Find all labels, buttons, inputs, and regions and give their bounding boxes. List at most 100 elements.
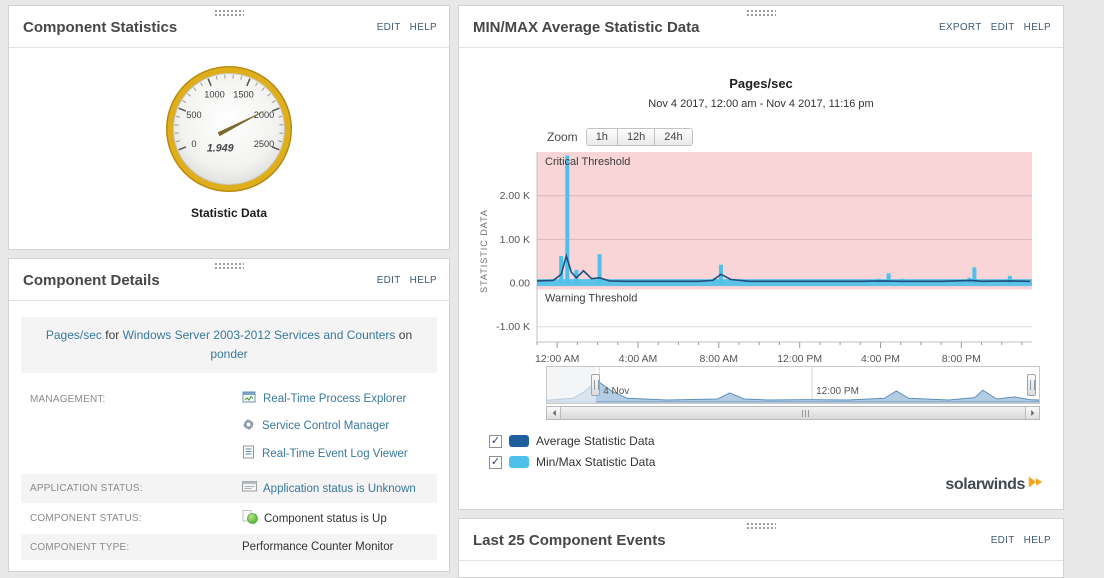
drag-handle-icon[interactable] xyxy=(214,9,244,17)
svg-text:4 Nov: 4 Nov xyxy=(603,386,629,397)
link-label: Service Control Manager xyxy=(262,420,389,432)
minmax-chart-panel: MIN/MAX Average Statistic Data EXPORT EDI… xyxy=(458,5,1064,510)
minmax-series-checkbox[interactable]: ✓ xyxy=(489,456,502,469)
service-control-manager-link[interactable]: Service Control Manager xyxy=(242,418,408,434)
component-link[interactable]: Pages/sec xyxy=(46,328,102,342)
panel-header: Component Details EDIT HELP xyxy=(9,259,449,301)
svg-text:0.00: 0.00 xyxy=(510,278,531,290)
panel-title: MIN/MAX Average Statistic Data xyxy=(473,19,699,36)
summary-text: on xyxy=(399,328,412,342)
legend-item-minmax: ✓ Min/Max Statistic Data xyxy=(489,455,655,469)
navigator-area-chart: 4 Nov 12:00 PM xyxy=(547,367,1039,403)
svg-text:12:00 AM: 12:00 AM xyxy=(535,353,579,365)
node-link[interactable]: ponder xyxy=(210,347,247,361)
svg-text:4:00 AM: 4:00 AM xyxy=(619,353,658,365)
navigator-right-handle[interactable] xyxy=(1027,374,1036,396)
edit-link[interactable]: EDIT xyxy=(377,22,401,33)
chart-scrollbar xyxy=(546,406,1040,420)
component-status-row: COMPONENT STATUS: Component status is Up xyxy=(21,503,437,534)
drag-handle-icon[interactable] xyxy=(214,262,244,270)
panel-header: Last 25 Component Events EDIT HELP xyxy=(459,519,1063,561)
svg-text:12:00 PM: 12:00 PM xyxy=(816,386,859,397)
summary-text: for xyxy=(105,328,119,342)
svg-text:Critical Threshold: Critical Threshold xyxy=(545,156,630,168)
svg-text:-1.00 K: -1.00 K xyxy=(496,321,530,333)
legend-label: Min/Max Statistic Data xyxy=(536,455,655,469)
status-up-icon xyxy=(242,510,258,527)
process-explorer-link[interactable]: Real-Time Process Explorer xyxy=(242,390,408,407)
component-status-value: Component status is Up xyxy=(264,513,387,525)
help-link[interactable]: HELP xyxy=(410,22,437,33)
average-series-swatch xyxy=(509,435,529,447)
row-label: MANAGEMENT: xyxy=(30,390,242,405)
edit-link[interactable]: EDIT xyxy=(377,275,401,286)
panel-title: Component Details xyxy=(23,272,160,289)
component-summary: Pages/sec for Windows Server 2003-2012 S… xyxy=(21,317,437,373)
panel-header: MIN/MAX Average Statistic Data EXPORT EDI… xyxy=(459,6,1063,48)
chart-navigator: 4 Nov 12:00 PM xyxy=(546,366,1040,404)
component-statistics-panel: Component Statistics EDIT HELP 0 500 1000 15… xyxy=(8,5,450,250)
row-label: COMPONENT STATUS: xyxy=(30,513,242,524)
link-label: Real-Time Event Log Viewer xyxy=(262,448,408,460)
drag-handle-icon[interactable] xyxy=(746,522,776,530)
process-explorer-icon xyxy=(242,390,256,407)
scroll-right-button[interactable] xyxy=(1025,407,1039,419)
component-type-value: Performance Counter Monitor xyxy=(242,541,393,553)
application-status-icon xyxy=(242,481,257,496)
solarwinds-logo-text: solarwinds xyxy=(945,476,1025,494)
solarwinds-logo: solarwinds xyxy=(945,474,1045,495)
component-type-row: COMPONENT TYPE: Performance Counter Moni… xyxy=(21,534,437,560)
row-label: APPLICATION STATUS: xyxy=(30,483,242,494)
component-details-panel: Component Details EDIT HELP Pages/sec for… xyxy=(8,258,450,572)
svg-text:8:00 AM: 8:00 AM xyxy=(700,353,739,365)
event-log-icon xyxy=(242,445,255,462)
last-events-panel: Last 25 Component Events EDIT HELP xyxy=(458,518,1064,578)
svg-text:500: 500 xyxy=(186,110,201,120)
link-label: Real-Time Process Explorer xyxy=(263,393,406,405)
panel-header: Component Statistics EDIT HELP xyxy=(9,6,449,48)
legend-label: Average Statistic Data xyxy=(536,434,655,448)
help-link[interactable]: HELP xyxy=(410,275,437,286)
svg-text:0: 0 xyxy=(191,139,196,149)
chart-legend: ✓ Average Statistic Data ✓ Min/Max Stati… xyxy=(489,434,655,476)
application-link[interactable]: Windows Server 2003-2012 Services and Co… xyxy=(123,328,396,342)
legend-item-average: ✓ Average Statistic Data xyxy=(489,434,655,448)
svg-text:1500: 1500 xyxy=(233,89,254,99)
application-status-link[interactable]: Application status is Unknown xyxy=(263,483,416,495)
average-series-checkbox[interactable]: ✓ xyxy=(489,435,502,448)
scrollbar-thumb[interactable] xyxy=(561,407,1025,419)
scrollbar-grip-icon xyxy=(802,410,810,417)
chart-subtitle: Nov 4 2017, 12:00 am - Nov 4 2017, 11:16… xyxy=(459,98,1063,110)
svg-text:12:00 PM: 12:00 PM xyxy=(777,353,822,365)
drag-handle-icon[interactable] xyxy=(746,9,776,17)
help-link[interactable]: HELP xyxy=(1024,22,1051,33)
navigator-mask xyxy=(547,367,596,403)
edit-link[interactable]: EDIT xyxy=(991,535,1015,546)
event-log-viewer-link[interactable]: Real-Time Event Log Viewer xyxy=(242,445,408,462)
chart-title: Pages/sec xyxy=(459,76,1063,91)
management-row: MANAGEMENT: Real-Time Process Explorer S… xyxy=(21,383,437,474)
solarwinds-logo-mark xyxy=(1027,474,1045,495)
minmax-series-swatch xyxy=(509,456,529,468)
export-link[interactable]: EXPORT xyxy=(939,22,982,33)
svg-text:Warning Threshold: Warning Threshold xyxy=(545,293,637,305)
navigator-left-handle[interactable] xyxy=(591,374,600,396)
application-status-row: APPLICATION STATUS: Application status i… xyxy=(21,474,437,503)
svg-text:8:00 PM: 8:00 PM xyxy=(942,353,981,365)
panel-title: Last 25 Component Events xyxy=(473,532,666,549)
svg-text:2.00 K: 2.00 K xyxy=(500,190,530,202)
svg-text:4:00 PM: 4:00 PM xyxy=(861,353,900,365)
gear-icon xyxy=(242,418,255,434)
row-label: COMPONENT TYPE: xyxy=(30,542,242,553)
edit-link[interactable]: EDIT xyxy=(991,22,1015,33)
panel-title: Component Statistics xyxy=(23,19,177,36)
svg-text:2500: 2500 xyxy=(254,139,275,149)
svg-text:1000: 1000 xyxy=(204,89,225,99)
minmax-statistic-chart: -1.00 K 0.00 1.00 K 2.00 K 12:00 AM 4:00 AM 8:… xyxy=(487,142,1047,377)
svg-text:1.00 K: 1.00 K xyxy=(500,234,530,246)
gauge-caption: Statistic Data xyxy=(9,206,449,220)
scroll-left-button[interactable] xyxy=(547,407,561,419)
help-link[interactable]: HELP xyxy=(1024,535,1051,546)
